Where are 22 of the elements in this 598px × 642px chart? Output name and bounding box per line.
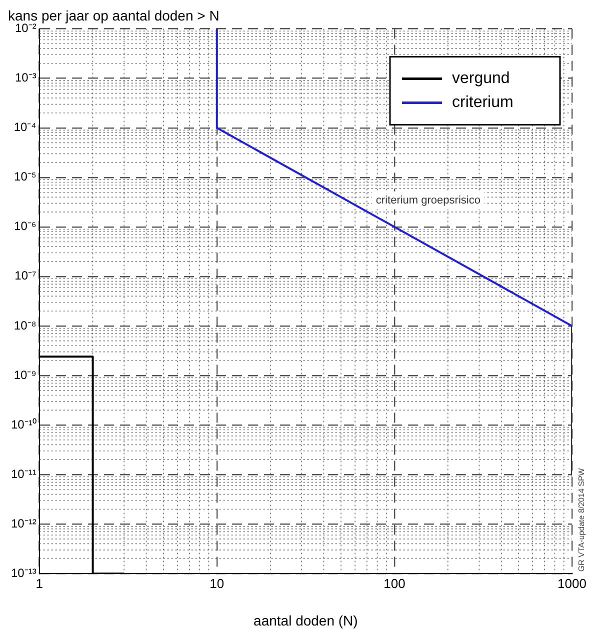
x-tick-label: 1: [36, 576, 43, 591]
y-tick-label: 10⁻⁴: [14, 120, 36, 134]
y-tick-label: 10⁻¹²: [11, 516, 36, 530]
y-tick-label: 10⁻³: [15, 70, 36, 85]
chart-title: kans per jaar op aantal doden > N: [8, 7, 220, 24]
y-tick-label: 10⁻⁶: [14, 219, 36, 234]
y-tick-label: 10⁻⁷: [14, 268, 36, 283]
x-tick-label: 100: [384, 576, 406, 591]
legend-label: vergund: [452, 70, 510, 88]
y-tick-label: 10⁻⁵: [14, 170, 36, 184]
y-tick-label: 10⁻¹⁰: [11, 417, 36, 432]
y-tick-label: 10⁻¹³: [11, 566, 36, 580]
text: GR VTA-update 8/2014 SPW: [577, 468, 586, 572]
y-tick-label: 10⁻⁸: [14, 318, 36, 332]
x-axis-title: aantal doden (N): [254, 612, 358, 628]
x-tick-label: 1000: [558, 576, 586, 591]
y-tick-label: 10⁻²: [15, 21, 36, 36]
x-tick-label: 10: [210, 576, 224, 591]
annotation: criterium groepsrisico: [376, 194, 480, 206]
y-tick-label: 10⁻⁹: [14, 368, 36, 382]
legend-label: criterium: [452, 94, 514, 112]
y-tick-label: 10⁻¹¹: [11, 466, 36, 481]
